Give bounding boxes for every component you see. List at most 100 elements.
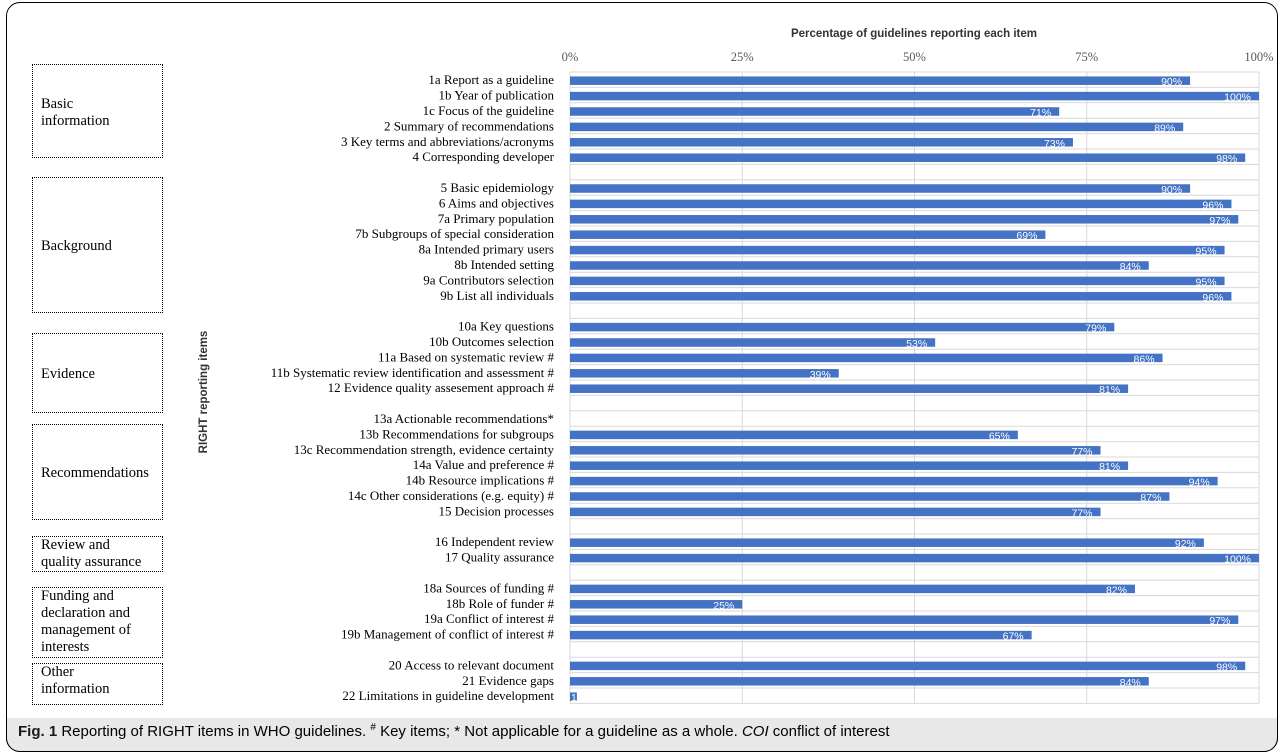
bar (570, 122, 1184, 132)
data-label: 89% (1154, 122, 1175, 134)
group-label: Other information (41, 664, 109, 698)
data-label: 86% (1134, 353, 1155, 365)
data-label: 98% (1216, 661, 1237, 673)
bar (570, 369, 839, 378)
group-box: Other information (32, 663, 163, 705)
group-box: Basic information (32, 64, 163, 158)
bar (570, 215, 1239, 224)
data-label: 84% (1120, 261, 1141, 273)
group-label-line: information (41, 112, 110, 129)
data-label: 82% (1106, 584, 1127, 596)
category-label: 8a Intended primary users (419, 242, 554, 257)
group-label-line: Evidence (41, 366, 95, 382)
data-label: 69% (1016, 230, 1037, 242)
category-label: 17 Quality assurance (445, 550, 554, 565)
group-label-line: interests (41, 639, 90, 655)
category-label: 19b Management of conflict of interest # (341, 627, 554, 642)
data-label: 95% (1196, 246, 1217, 258)
category-label: 21 Evidence gaps (462, 673, 554, 688)
data-label: 96% (1202, 292, 1223, 304)
category-label: 18b Role of funder # (446, 596, 555, 611)
data-label: 100% (1224, 92, 1251, 104)
group-box: Funding and declaration and management of i… (32, 587, 163, 658)
x-tick-label: 100% (1244, 50, 1273, 64)
group-box: Recommendations (32, 424, 163, 520)
x-tick-label: 75% (1075, 50, 1098, 64)
bars (570, 76, 1259, 701)
data-label: 81% (1099, 384, 1120, 396)
group-label-line: Basic (41, 95, 74, 112)
caption-key-symbol: # (370, 722, 376, 733)
data-label: 92% (1175, 538, 1196, 550)
bar (570, 353, 1163, 363)
group-label: Basic information (41, 96, 109, 130)
bar (570, 245, 1225, 255)
data-label: 53% (906, 338, 927, 350)
category-label: 2 Summary of recommendations (384, 118, 554, 133)
caption-coi-abbr: COI (741, 723, 769, 740)
gridlines (569, 71, 1260, 704)
data-label: 73% (1044, 138, 1065, 150)
chart-title: Percentage of guidelines reporting each … (791, 28, 1037, 40)
bar (570, 584, 1135, 594)
bar (570, 261, 1149, 270)
bar (570, 692, 577, 701)
data-label: 98% (1216, 153, 1237, 165)
bar (570, 492, 1170, 501)
bar (570, 91, 1259, 101)
data-label: 97% (1209, 615, 1230, 627)
data-label: 95% (1196, 276, 1217, 288)
bar (570, 230, 1046, 239)
bar (570, 615, 1239, 624)
category-label: 11a Based on systematic review # (378, 349, 555, 364)
bar (570, 446, 1101, 455)
caption-text-main: Reporting of RIGHT items in WHO guidelin… (57, 723, 371, 740)
bar (570, 600, 743, 609)
category-label: 14b Resource implications # (406, 473, 555, 488)
data-label: 87% (1140, 492, 1161, 504)
category-label: 7a Primary population (438, 211, 555, 226)
data-label: 100% (1224, 554, 1251, 566)
bar (570, 507, 1101, 517)
group-label-line: quality assurance (41, 554, 142, 570)
data-label: 90% (1161, 76, 1182, 88)
bar-chart: Percentage of guidelines reporting each … (198, 28, 1274, 704)
bar (570, 199, 1232, 209)
y-axis-label: RIGHT reporting items (198, 331, 210, 454)
category-label: 1a Report as a guideline (428, 72, 554, 87)
data-label: 90% (1161, 184, 1182, 196)
data-label: 65% (989, 430, 1010, 442)
bar (570, 338, 936, 347)
category-label: 5 Basic epidemiology (441, 180, 555, 195)
group-label: Funding and declaration and management of i… (41, 588, 131, 656)
data-label: 71% (1030, 107, 1051, 119)
caption-fig-label: Fig. 1 (18, 723, 58, 740)
bar (570, 553, 1259, 563)
category-label: 13b Recommendations for subgroups (359, 426, 554, 441)
bar (570, 76, 1191, 85)
category-label: 20 Access to relevant document (389, 657, 555, 672)
category-label: 16 Independent review (435, 534, 555, 549)
group-label-line: information (41, 681, 110, 697)
category-label: 3 Key terms and abbreviations/acronyms (341, 134, 554, 149)
data-label: 77% (1072, 446, 1093, 458)
bar (570, 322, 1115, 332)
data-label: 84% (1120, 677, 1141, 689)
group-box: Review and quality assurance (32, 536, 163, 572)
category-label: 14c Other considerations (e.g. equity) # (348, 488, 555, 503)
category-label: 13c Recommendation strength, evidence ce… (294, 442, 555, 457)
bar (570, 107, 1060, 116)
category-label: 1c Focus of the guideline (423, 103, 555, 118)
data-label: 77% (1072, 507, 1093, 519)
group-label: Background (41, 238, 112, 255)
data-label: 81% (1099, 461, 1120, 473)
category-label: 4 Corresponding developer (412, 149, 554, 164)
bar (570, 630, 1032, 640)
bar (570, 138, 1073, 147)
bar (570, 292, 1232, 301)
x-tick-label: 50% (903, 50, 926, 64)
bar (570, 184, 1191, 193)
data-label: 94% (1189, 477, 1210, 489)
category-label: 1b Year of publication (438, 88, 554, 103)
